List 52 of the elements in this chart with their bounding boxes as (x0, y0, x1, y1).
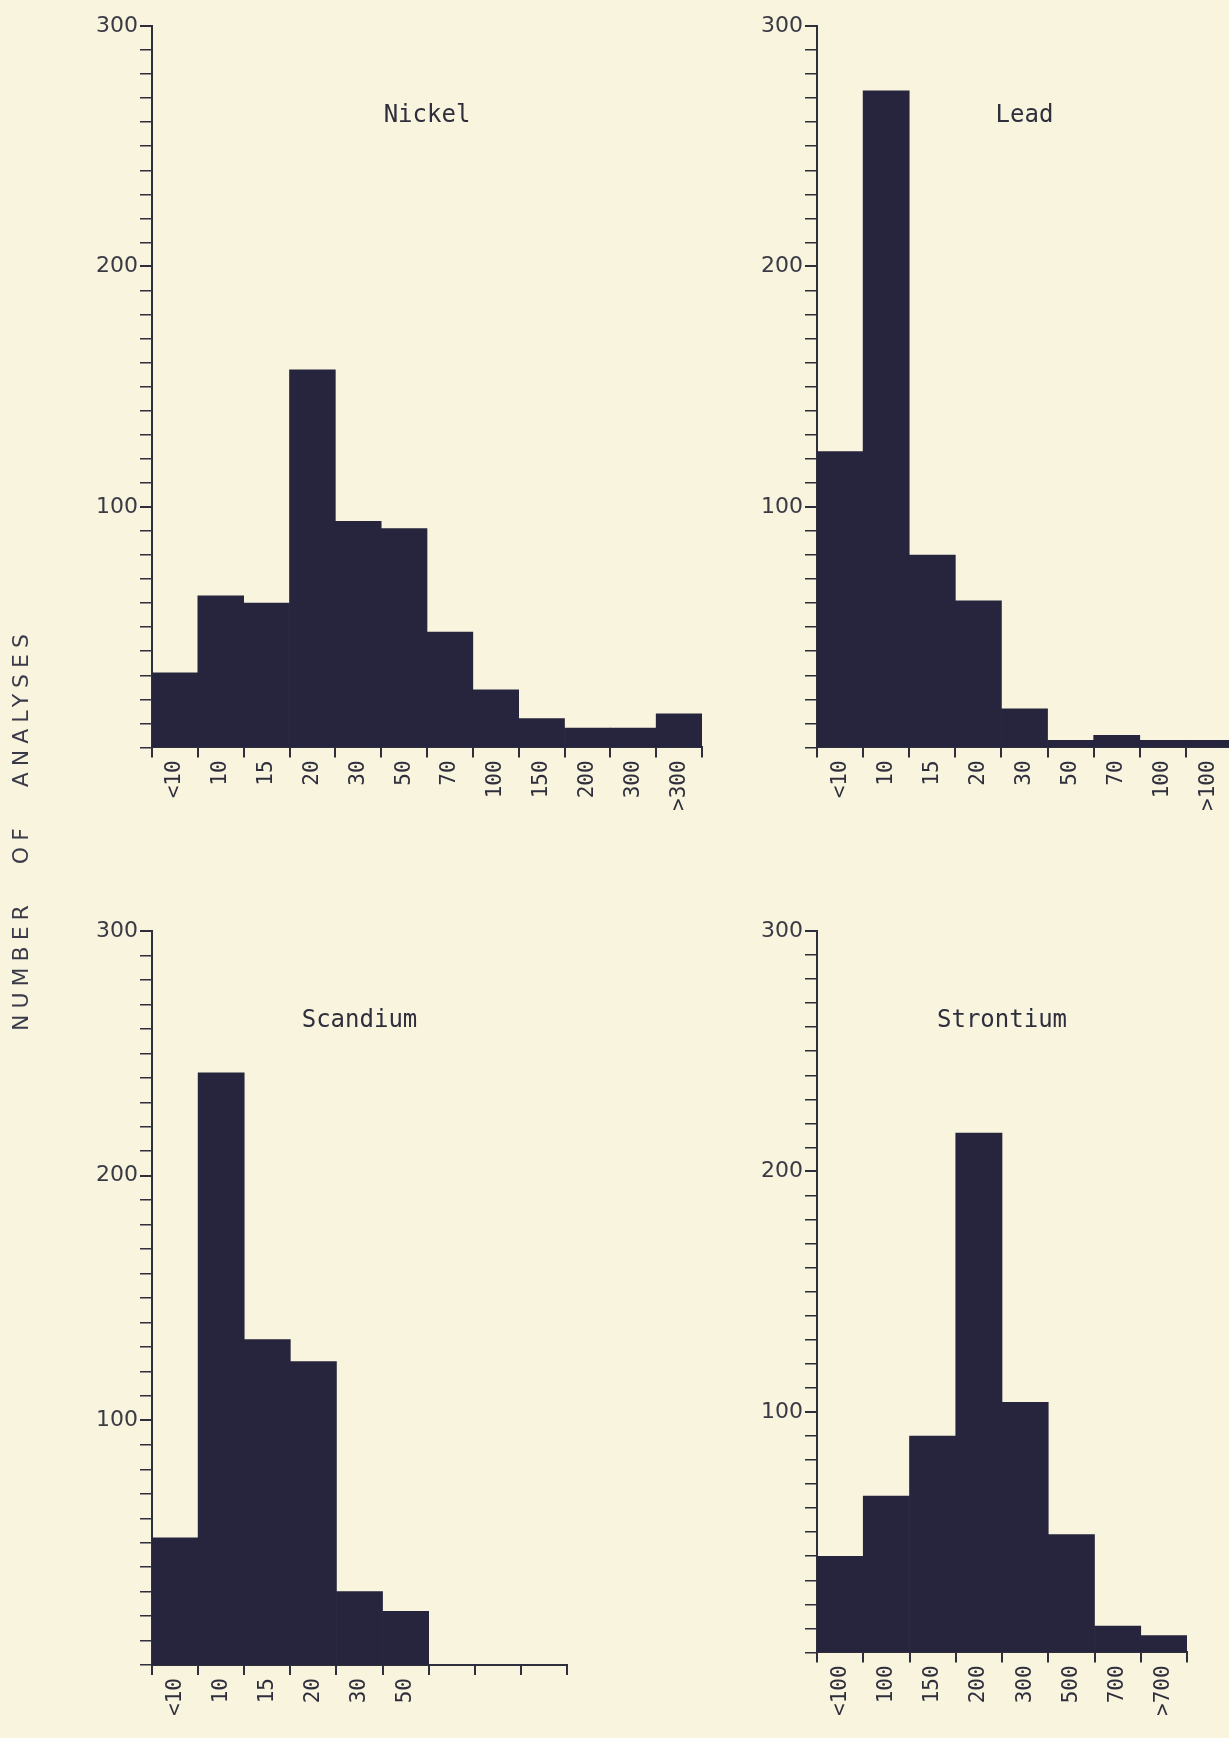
y-tick-label: 100 (96, 1406, 138, 1432)
x-tick-label: >300 (665, 760, 690, 812)
text: Nickel (383, 100, 471, 129)
y-tick-label: 300 (96, 11, 138, 37)
x-tick-label: 150 (528, 760, 553, 799)
x-tick-label: 100 (1149, 760, 1174, 799)
x-tick-label: <10 (161, 1678, 186, 1717)
y-tick-label: 100 (761, 492, 803, 518)
x-tick-label: 150 (919, 1665, 944, 1704)
x-tick-label: 200 (965, 1665, 990, 1704)
x-tick-label: >100 (1195, 760, 1220, 812)
text: Lead (995, 100, 1054, 129)
x-tick-label: 70 (1103, 760, 1128, 786)
y-tick-label: 300 (761, 916, 803, 942)
x-tick-label: 500 (1057, 1665, 1082, 1704)
text: Strontium (936, 1005, 1068, 1034)
x-tick-label: 20 (964, 760, 989, 786)
x-tick-label: 100 (872, 1665, 897, 1704)
x-tick-label: 50 (392, 1678, 417, 1704)
x-tick-label: 300 (619, 760, 644, 799)
x-tick-label: 100 (482, 760, 507, 799)
x-tick-label: 10 (872, 760, 897, 786)
x-tick-label: 200 (573, 760, 598, 799)
x-tick-label: 10 (207, 760, 232, 786)
x-tick-label: 30 (345, 1678, 370, 1704)
y-tick-label: 300 (761, 11, 803, 37)
y-tick-label: 200 (96, 1161, 138, 1187)
x-tick-label: <10 (826, 760, 851, 799)
text: Scandium (301, 1005, 418, 1034)
x-tick-label: 15 (253, 1678, 278, 1704)
y-tick-label: 100 (96, 492, 138, 518)
y-tick-label: 100 (761, 1397, 803, 1423)
x-tick-label: 300 (1011, 1665, 1036, 1704)
x-tick-label: 10 (207, 1678, 232, 1704)
x-tick-label: <100 (826, 1665, 851, 1717)
x-tick-label: 70 (436, 760, 461, 786)
x-tick-label: >700 (1150, 1665, 1175, 1717)
x-tick-label: 30 (344, 760, 369, 786)
x-tick-label: 20 (298, 760, 323, 786)
x-tick-label: 20 (299, 1678, 324, 1704)
y-tick-label: 200 (96, 252, 138, 278)
y-axis-title: NUMBER OF ANALYSES (8, 627, 33, 1034)
x-tick-label: <10 (161, 760, 186, 799)
y-tick-label: 200 (761, 1157, 803, 1183)
x-tick-label: 15 (253, 760, 278, 786)
x-tick-label: 50 (390, 760, 415, 786)
x-tick-label: 50 (1057, 760, 1082, 786)
y-tick-label: 200 (761, 252, 803, 278)
x-tick-label: 15 (918, 760, 943, 786)
y-tick-label: 300 (96, 916, 138, 942)
x-tick-label: 30 (1010, 760, 1035, 786)
x-tick-label: 700 (1104, 1665, 1129, 1704)
